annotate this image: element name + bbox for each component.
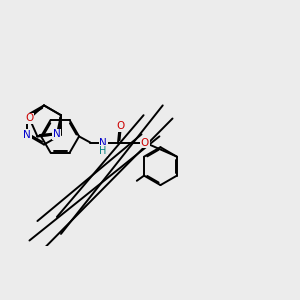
Text: H: H [100,146,107,155]
Text: O: O [117,121,125,131]
Text: O: O [141,138,149,148]
Text: N: N [23,130,31,140]
Text: O: O [25,113,34,124]
Text: N: N [53,129,61,139]
Text: N: N [99,138,107,148]
